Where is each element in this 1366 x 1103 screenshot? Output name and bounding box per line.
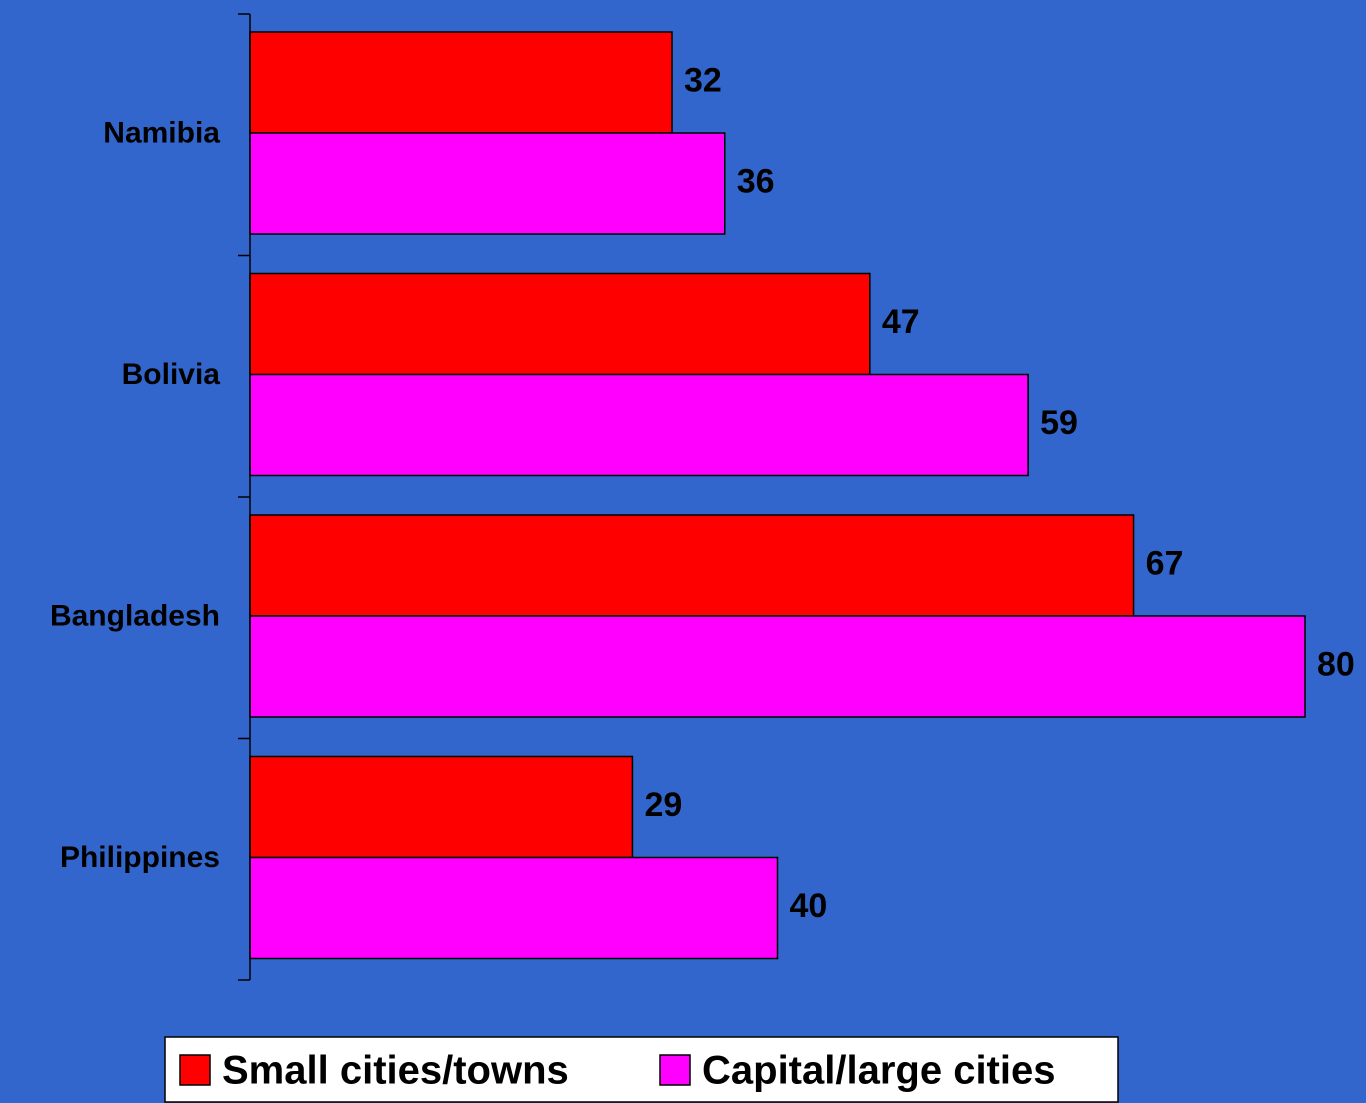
data-label: 36 [737, 162, 775, 200]
data-label: 80 [1317, 645, 1355, 683]
data-label: 32 [684, 61, 722, 99]
y-tick-label: Bolivia [122, 358, 221, 391]
legend-label: Capital/large cities [702, 1049, 1055, 1093]
legend-swatch [659, 1054, 691, 1086]
bar [249, 514, 1135, 617]
data-label: 29 [644, 786, 682, 824]
bar [249, 272, 871, 376]
data-label: 59 [1040, 404, 1078, 442]
legend-swatch [179, 1054, 211, 1086]
legend-label: Small cities/towns [222, 1049, 569, 1093]
legend-box [164, 1036, 1119, 1103]
data-label: 67 [1146, 544, 1184, 582]
bar [249, 856, 779, 960]
bar [249, 373, 1029, 477]
bar [249, 31, 673, 134]
data-label: 47 [882, 303, 920, 341]
data-label: 40 [790, 887, 828, 925]
y-tick-label: Bangladesh [50, 600, 220, 633]
bar [249, 615, 1306, 718]
bar [249, 132, 726, 235]
bar [249, 755, 634, 859]
y-tick-label: Namibia [103, 117, 220, 150]
y-tick-label: Philippines [60, 841, 220, 874]
